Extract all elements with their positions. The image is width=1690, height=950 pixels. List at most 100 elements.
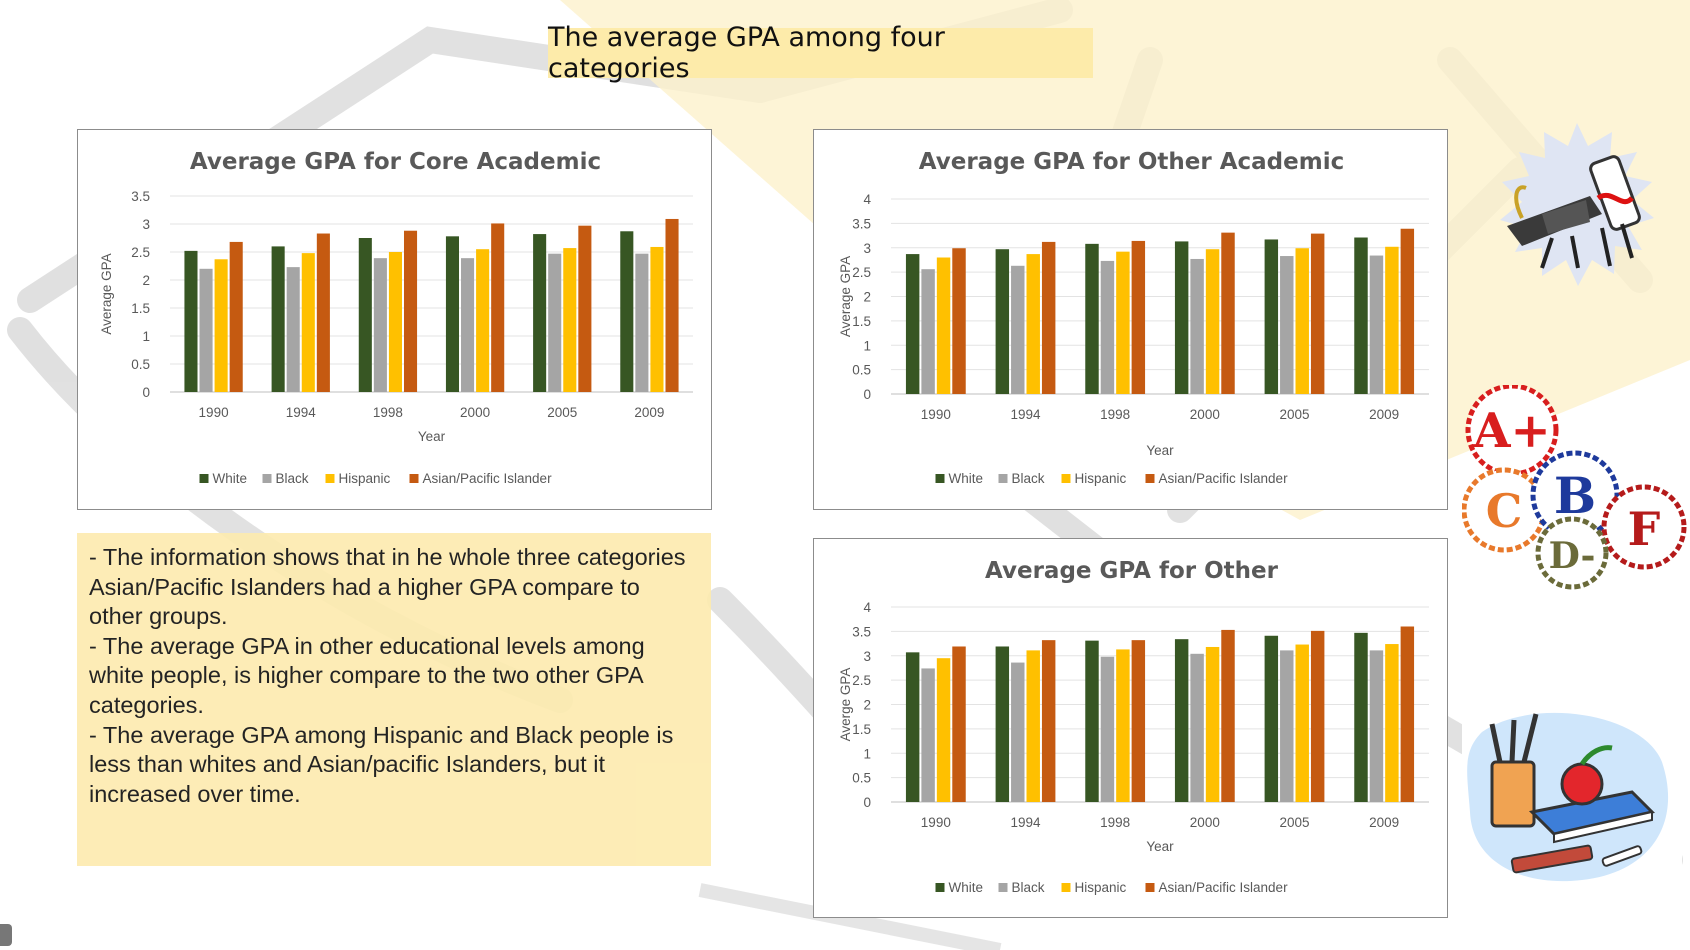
school-supplies-icon xyxy=(1462,702,1682,890)
legend-swatch xyxy=(1145,474,1155,483)
x-axis-label: Year xyxy=(1146,839,1174,854)
bar-black-1994 xyxy=(286,267,300,392)
legend-swatch xyxy=(325,474,335,483)
chart-title: Average GPA for Other xyxy=(985,558,1279,584)
bar-asian-pacific-islander-2005 xyxy=(1310,630,1325,802)
x-tick-label: 2009 xyxy=(1369,815,1399,830)
y-tick-label: 1 xyxy=(863,746,871,761)
bar-white-1998 xyxy=(1085,640,1099,802)
legend-swatch xyxy=(1145,883,1155,892)
bar-black-2005 xyxy=(548,253,562,392)
y-tick-label: 3.5 xyxy=(852,216,871,231)
bar-black-2009 xyxy=(635,253,649,392)
bar-hispanic-1998 xyxy=(388,252,402,392)
bar-white-1990 xyxy=(905,254,920,394)
x-tick-label: 2000 xyxy=(1190,815,1220,830)
chart-other: Average GPA for Other 0 0.5 1 1.5 2 2.5 3 3.5 4 19… xyxy=(813,538,1448,918)
y-tick-label: 4 xyxy=(863,600,871,615)
y-axis-label: Averge GPA xyxy=(838,668,853,742)
bar-white-2000 xyxy=(445,236,460,392)
bar-white-1994 xyxy=(271,246,285,392)
y-tick-label: 1 xyxy=(142,329,150,344)
y-tick-label: 1 xyxy=(863,338,871,353)
bar-asian-pacific-islander-2005 xyxy=(578,225,592,392)
bar-asian-pacific-islander-1990 xyxy=(952,248,966,394)
slide-navigation-tab[interactable] xyxy=(0,924,12,946)
bar-hispanic-2005 xyxy=(1295,644,1309,802)
legend-label: Asian/Pacific Islander xyxy=(1159,880,1289,895)
x-tick-label: 2000 xyxy=(1190,407,1220,422)
x-tick-label: 1998 xyxy=(1100,407,1130,422)
bar-hispanic-2005 xyxy=(563,248,577,392)
bar-hispanic-1998 xyxy=(1116,251,1130,394)
svg-text:B: B xyxy=(1554,466,1596,525)
y-tick-label: 0 xyxy=(863,387,871,402)
bar-white-2005 xyxy=(1264,635,1279,802)
bar-hispanic-1990 xyxy=(936,257,951,394)
bar-asian-pacific-islander-2009 xyxy=(1400,626,1415,802)
y-tick-label: 3.5 xyxy=(131,189,150,204)
svg-text:D-: D- xyxy=(1549,535,1596,577)
bar-hispanic-1994 xyxy=(1026,650,1040,802)
note-line-3: - The average GPA among Hispanic and Bla… xyxy=(89,721,674,807)
bar-black-2009 xyxy=(1369,650,1384,802)
legend-label: White xyxy=(949,471,984,486)
legend-label: White xyxy=(213,471,248,486)
bar-asian-pacific-islander-2009 xyxy=(1400,228,1415,394)
bar-hispanic-1998 xyxy=(1116,649,1130,802)
bar-black-2009 xyxy=(1369,255,1384,394)
svg-text:F: F xyxy=(1628,502,1661,556)
y-tick-label: 2.5 xyxy=(131,245,150,260)
y-axis-label: Average GPA xyxy=(838,256,853,337)
bar-white-2009 xyxy=(620,231,634,392)
y-tick-label: 1.5 xyxy=(131,301,150,316)
x-tick-label: 2000 xyxy=(460,405,490,420)
legend-label: White xyxy=(949,880,984,895)
bar-black-1990 xyxy=(921,269,935,394)
y-tick-label: 3 xyxy=(863,241,871,256)
bar-black-2000 xyxy=(461,258,475,392)
legend-label: Hispanic xyxy=(1075,471,1127,486)
bar-asian-pacific-islander-1998 xyxy=(403,230,418,392)
bar-black-2005 xyxy=(1280,256,1294,394)
legend-label: Black xyxy=(1012,880,1045,895)
x-tick-label: 2005 xyxy=(1279,815,1309,830)
legend-swatch xyxy=(998,883,1008,892)
x-tick-label: 1994 xyxy=(1010,407,1041,422)
bar-white-1990 xyxy=(905,652,920,802)
bar-asian-pacific-islander-1998 xyxy=(1131,240,1146,394)
graduation-cap-diploma-icon xyxy=(1500,123,1654,286)
bar-asian-pacific-islander-2009 xyxy=(665,218,679,392)
legend-label: Asian/Pacific Islander xyxy=(1159,471,1289,486)
y-tick-label: 3 xyxy=(142,217,150,232)
x-tick-label: 1994 xyxy=(1010,815,1041,830)
y-tick-label: 2.5 xyxy=(852,265,871,280)
bar-white-1998 xyxy=(358,238,372,392)
bar-black-1998 xyxy=(1100,656,1115,802)
x-tick-label: 2005 xyxy=(1279,407,1309,422)
y-tick-label: 2 xyxy=(142,273,150,288)
y-tick-label: 1.5 xyxy=(852,722,871,737)
legend-label: Hispanic xyxy=(339,471,391,486)
bar-black-1994 xyxy=(1011,662,1025,802)
y-tick-label: 3 xyxy=(863,649,871,664)
notes-text-box: - The information shows that in he whole… xyxy=(77,533,711,866)
bar-hispanic-2000 xyxy=(1205,249,1220,394)
x-tick-label: 1990 xyxy=(199,405,229,420)
bar-hispanic-1990 xyxy=(214,259,228,392)
legend-swatch xyxy=(409,474,419,483)
bar-asian-pacific-islander-1994 xyxy=(1041,640,1056,802)
bar-black-2000 xyxy=(1190,258,1204,394)
x-tick-label: 1990 xyxy=(921,815,951,830)
slide-title: The average GPA among four categories xyxy=(548,22,1093,84)
legend-label: Black xyxy=(276,471,309,486)
bar-asian-pacific-islander-1994 xyxy=(316,233,330,392)
y-tick-label: 1.5 xyxy=(852,314,871,329)
bar-asian-pacific-islander-1990 xyxy=(229,241,243,392)
bar-black-1998 xyxy=(1100,260,1115,394)
y-tick-label: 2 xyxy=(863,698,871,713)
x-tick-label: 1994 xyxy=(286,405,317,420)
bar-hispanic-2000 xyxy=(476,249,490,392)
bar-white-1998 xyxy=(1085,243,1099,394)
bar-hispanic-2009 xyxy=(1385,644,1399,802)
